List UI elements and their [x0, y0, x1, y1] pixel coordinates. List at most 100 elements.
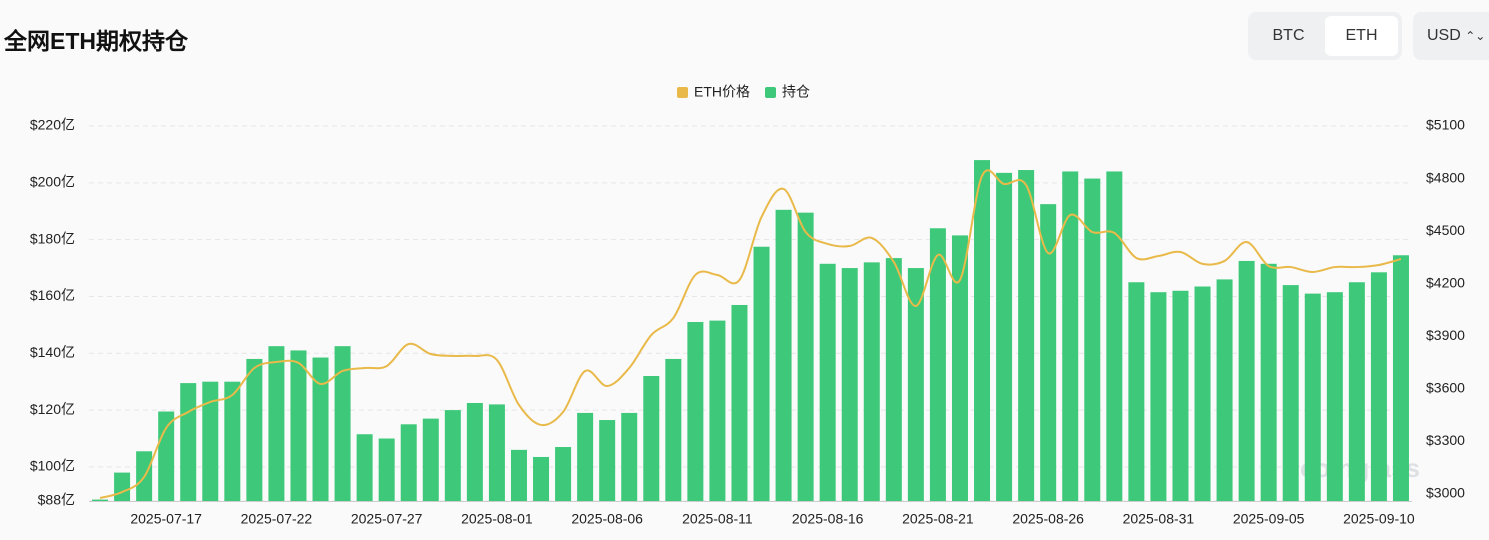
bar: [1348, 282, 1365, 501]
x-tick-label: 2025-08-26: [1012, 511, 1084, 527]
y-tick-label: $140亿: [30, 344, 75, 360]
y-tick-label: $200亿: [30, 174, 75, 190]
bar: [951, 235, 968, 501]
bar: [709, 320, 726, 501]
x-tick-label: 2025-08-21: [902, 511, 974, 527]
bar: [180, 383, 197, 501]
legend-swatch: [677, 87, 688, 98]
bar: [753, 246, 770, 501]
y2-tick-label: $5100: [1426, 117, 1465, 133]
y-tick-label: $120亿: [30, 401, 75, 417]
bar: [841, 268, 858, 501]
y2-tick-label: $3300: [1426, 432, 1465, 448]
bar: [1128, 282, 1145, 501]
bar: [356, 434, 373, 501]
bar: [1238, 260, 1255, 501]
bar: [378, 438, 395, 501]
bar: [775, 209, 792, 501]
bar: [1304, 293, 1321, 501]
coin-button[interactable]: ETH: [1325, 16, 1398, 56]
bar: [1106, 171, 1123, 502]
bar: [224, 381, 241, 501]
bar: [1216, 279, 1233, 501]
bar: [797, 212, 814, 502]
bar: [974, 160, 991, 501]
bar: [114, 472, 131, 501]
bar: [1260, 263, 1277, 501]
bar: [400, 424, 417, 501]
currency-label: USD: [1427, 27, 1461, 44]
bar: [246, 358, 263, 501]
bar: [907, 268, 924, 501]
coin-button[interactable]: BTC: [1272, 27, 1305, 44]
bar: [92, 499, 109, 501]
bar: [863, 262, 880, 501]
bar: [1326, 292, 1343, 501]
bar: [1084, 178, 1101, 501]
bar: [488, 404, 505, 501]
bar: [158, 411, 175, 501]
bar: [1194, 286, 1211, 501]
bar: [555, 447, 572, 501]
bar: [268, 346, 285, 501]
bar: [599, 420, 616, 501]
bar: [444, 410, 461, 501]
bar: [422, 418, 439, 501]
y-tick-label: $88亿: [38, 492, 75, 508]
bar: [290, 350, 307, 501]
x-tick-label: 2025-09-10: [1343, 511, 1415, 527]
bar: [687, 322, 704, 501]
bar: [885, 258, 902, 501]
bar: [643, 376, 660, 501]
price-line: [99, 169, 1402, 499]
bar: [1062, 171, 1079, 502]
bar: [1282, 285, 1299, 501]
y2-tick-label: $4200: [1426, 274, 1465, 290]
bar: [334, 346, 351, 501]
y2-tick-label: $3000: [1426, 485, 1465, 501]
legend-label: 持仓: [782, 84, 810, 100]
bar: [202, 381, 219, 501]
bar: [929, 228, 946, 502]
bar: [1392, 255, 1409, 501]
bar: [1150, 292, 1167, 501]
y-tick-label: $180亿: [30, 230, 75, 246]
y-tick-label: $220亿: [30, 117, 75, 133]
page-title: 全网ETH期权持仓: [4, 28, 188, 54]
bar: [1172, 290, 1189, 501]
y2-tick-label: $3600: [1426, 380, 1465, 396]
x-tick-label: 2025-08-16: [792, 511, 864, 527]
bar: [577, 412, 594, 501]
bar: [312, 357, 329, 501]
bar: [533, 456, 550, 501]
legend-swatch: [765, 87, 776, 98]
bar: [731, 304, 748, 501]
bar: [1040, 204, 1057, 501]
bar: [665, 358, 682, 501]
bar: [510, 449, 527, 501]
x-tick-label: 2025-08-01: [461, 511, 533, 527]
bar: [621, 412, 638, 501]
legend-label: ETH价格: [694, 84, 750, 100]
y2-tick-label: $3900: [1426, 327, 1465, 343]
bar: [1370, 272, 1387, 501]
y2-tick-label: $4500: [1426, 222, 1465, 238]
y2-tick-label: $4800: [1426, 169, 1465, 185]
bar: [466, 402, 483, 501]
x-tick-label: 2025-09-05: [1233, 511, 1305, 527]
currency-select[interactable]: USD ⌃⌄: [1413, 12, 1489, 60]
y-tick-label: $100亿: [30, 458, 75, 474]
x-tick-label: 2025-08-06: [571, 511, 643, 527]
bar: [819, 263, 836, 501]
select-arrow: ⌃⌄: [1465, 29, 1486, 43]
y-tick-label: $160亿: [30, 287, 75, 303]
bar: [1018, 170, 1035, 501]
bar: [996, 172, 1013, 501]
x-tick-label: 2025-08-11: [682, 511, 753, 527]
x-tick-label: 2025-07-27: [351, 511, 423, 527]
x-tick-label: 2025-07-17: [130, 511, 202, 527]
coin-toggle: BTC ETH: [1248, 12, 1402, 60]
x-tick-label: 2025-08-31: [1123, 511, 1195, 527]
